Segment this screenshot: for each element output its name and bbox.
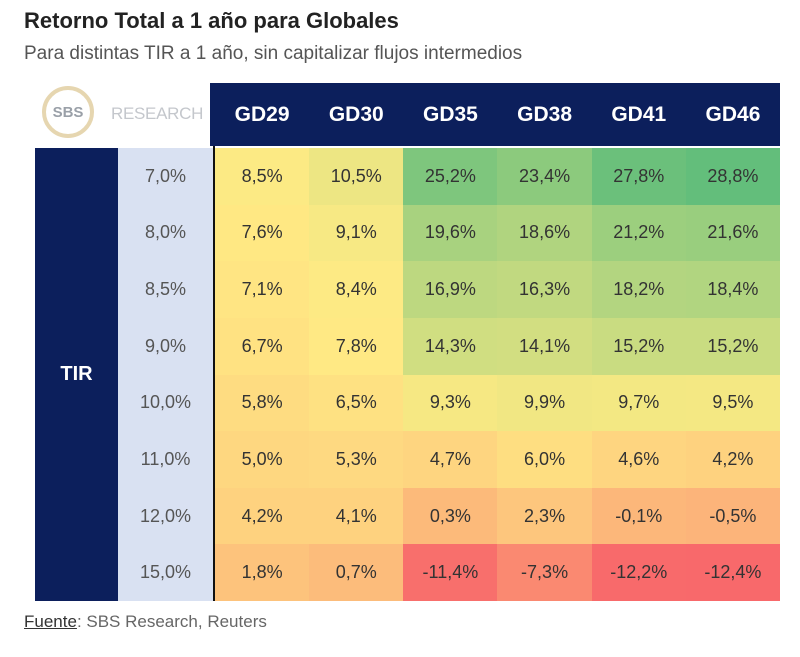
heatmap-cell: 8,5%	[215, 148, 310, 205]
sbs-logo: SBS	[42, 86, 94, 138]
row-label: 8,5%	[144, 279, 187, 300]
logo-text: RESEARCH	[111, 104, 204, 123]
heatmap-grid: 8,5% 10,5% 25,2% 23,4% 27,8% 28,8% 7,6% 9,1% 19,…	[215, 148, 780, 601]
row-label: 9,0%	[144, 335, 187, 356]
heatmap-cell: 5,8%	[215, 374, 310, 432]
heatmap-cell: 18,4%	[685, 261, 780, 318]
heatmap-cell: 7,1%	[215, 261, 310, 318]
heatmap-cell: 5,3%	[309, 431, 404, 488]
heatmap-cell: 14,3%	[403, 317, 498, 375]
heatmap-cell: 9,9%	[497, 374, 592, 432]
row-header-label: TIR	[35, 148, 118, 601]
heatmap-cell: 5,0%	[215, 431, 310, 488]
heatmap-cell: 4,7%	[403, 431, 498, 488]
heatmap-cell: 16,9%	[403, 261, 498, 318]
heatmap-cell: 18,6%	[497, 204, 592, 262]
heatmap-cell: 15,2%	[591, 317, 686, 375]
heatmap-cell: 9,5%	[685, 374, 780, 432]
heatmap-cell: 0,7%	[309, 544, 404, 601]
heatmap-cell: 9,7%	[591, 374, 686, 432]
heatmap-cell: -0,5%	[685, 487, 780, 545]
heatmap-cell: 18,2%	[591, 261, 686, 318]
row-label: 10,0%	[139, 392, 192, 413]
column-header: GD29	[234, 102, 290, 126]
heatmap-cell: 21,6%	[685, 204, 780, 262]
heatmap-cell: 7,8%	[309, 317, 404, 375]
heatmap-cell: 19,6%	[403, 204, 498, 262]
column-header: GD35	[423, 102, 478, 126]
heatmap-cell: 28,8%	[685, 148, 780, 205]
heatmap-cell: 21,2%	[591, 204, 686, 262]
row-label: 12,0%	[139, 505, 192, 526]
heatmap-cell: 25,2%	[403, 148, 498, 205]
heatmap-cell: 15,2%	[685, 317, 780, 375]
row-label: 11,0%	[140, 448, 191, 469]
source-text: : SBS Research, Reuters	[76, 612, 267, 631]
row-label: 7,0%	[144, 165, 187, 186]
heatmap-cell: 23,4%	[497, 148, 592, 205]
column-header-row: GD29 GD30 GD35 GD38 GD41 GD46	[210, 83, 780, 146]
heatmap-cell: 7,6%	[215, 204, 310, 262]
row-label: 8,0%	[144, 222, 187, 243]
source-note: Fuente: SBS Research, Reuters	[24, 612, 267, 632]
row-labels: 7,0% 8,0% 8,5% 9,0% 10,0% 11,0% 12,0% 15,0%	[118, 148, 213, 601]
heatmap-cell: 4,2%	[215, 487, 310, 545]
heatmap-cell: -12,4%	[685, 544, 780, 601]
heatmap-cell: -12,2%	[591, 544, 686, 601]
heatmap-cell: 1,8%	[215, 544, 310, 601]
column-header: GD38	[517, 102, 573, 126]
chart-title: Retorno Total a 1 año para Globales	[24, 8, 399, 33]
heatmap-cell: 6,0%	[497, 431, 592, 488]
source-label: Fuente	[24, 612, 77, 631]
heatmap-cell: -0,1%	[591, 487, 686, 545]
heatmap-cell: -7,3%	[497, 544, 592, 601]
heatmap-cell: 6,5%	[309, 374, 404, 432]
column-header: GD46	[705, 102, 761, 126]
heatmap-cell: 14,1%	[497, 317, 592, 375]
heatmap-cell: 4,1%	[309, 487, 404, 545]
heatmap-cell: 9,1%	[309, 204, 404, 262]
heatmap-cell: 0,3%	[403, 487, 498, 545]
chart-subtitle: Para distintas TIR a 1 año, sin capitali…	[24, 43, 523, 64]
heatmap-cell: 4,2%	[685, 431, 780, 488]
column-header: GD41	[611, 102, 667, 126]
heatmap-cell: 6,7%	[215, 317, 310, 375]
column-header: GD30	[328, 102, 384, 126]
heatmap-cell: 4,6%	[591, 431, 686, 488]
heatmap-cell: -11,4%	[403, 544, 498, 601]
row-label: 15,0%	[139, 562, 192, 583]
heatmap-cell: 9,3%	[403, 374, 498, 432]
heatmap-cell: 8,4%	[309, 261, 404, 318]
heatmap-cell: 10,5%	[309, 148, 404, 205]
heatmap-cell: 2,3%	[497, 487, 592, 545]
divider	[213, 146, 215, 601]
heatmap-cell: 16,3%	[497, 261, 592, 318]
heatmap-cell: 27,8%	[591, 148, 686, 205]
